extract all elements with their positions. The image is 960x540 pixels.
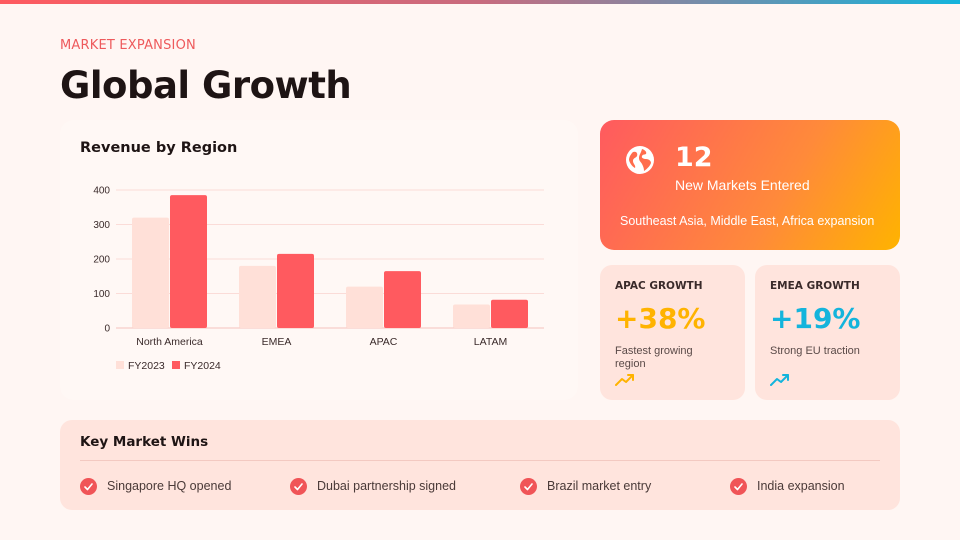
win-item-label: Singapore HQ opened — [107, 478, 232, 493]
check-icon — [520, 478, 537, 495]
win-item: Brazil market entry — [520, 476, 651, 495]
y-tick-label: 200 — [93, 255, 110, 266]
apac-growth-value: +38% — [615, 302, 706, 335]
apac-growth-label: APAC GROWTH — [615, 280, 703, 292]
trend-up-icon — [770, 374, 789, 386]
y-tick-label: 400 — [93, 186, 110, 197]
emea-growth-card: EMEA GROWTH +19% Strong EU traction — [755, 265, 900, 400]
bar-fy2024-north-america — [170, 195, 207, 328]
legend-swatch — [116, 361, 124, 369]
globe-icon — [626, 146, 654, 174]
bar-fy2024-latam — [491, 299, 528, 328]
x-tick-label: APAC — [370, 336, 398, 348]
bar-fy2024-apac — [384, 271, 421, 328]
bar-fy2023-north-america — [132, 217, 169, 328]
check-icon — [290, 478, 307, 495]
section-eyebrow: MARKET EXPANSION — [60, 38, 196, 53]
bar-fy2024-emea — [277, 253, 314, 328]
y-tick-label: 100 — [93, 289, 110, 300]
apac-growth-desc: Fastest growing region — [615, 345, 693, 370]
chart-title: Revenue by Region — [80, 140, 238, 156]
emea-growth-label: EMEA GROWTH — [770, 280, 860, 292]
new-markets-card: 12 New Markets Entered Southeast Asia, M… — [600, 120, 900, 250]
new-markets-label: New Markets Entered — [675, 177, 810, 193]
apac-growth-card: APAC GROWTH +38% Fastest growing region — [600, 265, 745, 400]
trend-up-icon — [615, 374, 634, 386]
wins-title: Key Market Wins — [80, 434, 209, 450]
new-markets-count: 12 — [675, 142, 713, 173]
page-title: Global Growth — [60, 64, 352, 107]
win-item-label: India expansion — [757, 478, 845, 493]
legend-label: FY2024 — [184, 360, 221, 372]
new-markets-regions: Southeast Asia, Middle East, Africa expa… — [620, 214, 875, 228]
emea-growth-desc: Strong EU traction — [770, 345, 860, 357]
key-market-wins-card: Key Market Wins Singapore HQ opened Duba… — [60, 420, 900, 510]
check-icon — [730, 478, 747, 495]
check-icon — [80, 478, 97, 495]
emea-growth-value: +19% — [770, 302, 861, 335]
win-item-label: Brazil market entry — [547, 478, 652, 493]
bar-fy2023-apac — [346, 286, 383, 328]
x-tick-label: LATAM — [474, 336, 507, 348]
win-item: Dubai partnership signed — [290, 476, 456, 495]
win-item-label: Dubai partnership signed — [317, 478, 456, 493]
bar-fy2023-emea — [239, 265, 276, 328]
x-tick-label: EMEA — [262, 336, 292, 348]
revenue-chart-card: Revenue by Region 0 100 200 300 400 North Ame… — [60, 120, 578, 400]
bar-fy2023-latam — [453, 304, 490, 328]
revenue-bar-chart: 0 100 200 300 400 North America EMEA APAC LATAM F… — [93, 186, 544, 372]
y-tick-label: 300 — [93, 220, 110, 231]
win-item: India expansion — [730, 476, 845, 495]
legend-label: FY2023 — [128, 360, 165, 372]
wins-divider — [80, 460, 880, 461]
win-item: Singapore HQ opened — [80, 476, 231, 495]
x-tick-label: North America — [136, 336, 203, 348]
legend-swatch — [172, 361, 180, 369]
y-tick-label: 0 — [104, 324, 110, 335]
top-accent-bar — [0, 0, 960, 4]
